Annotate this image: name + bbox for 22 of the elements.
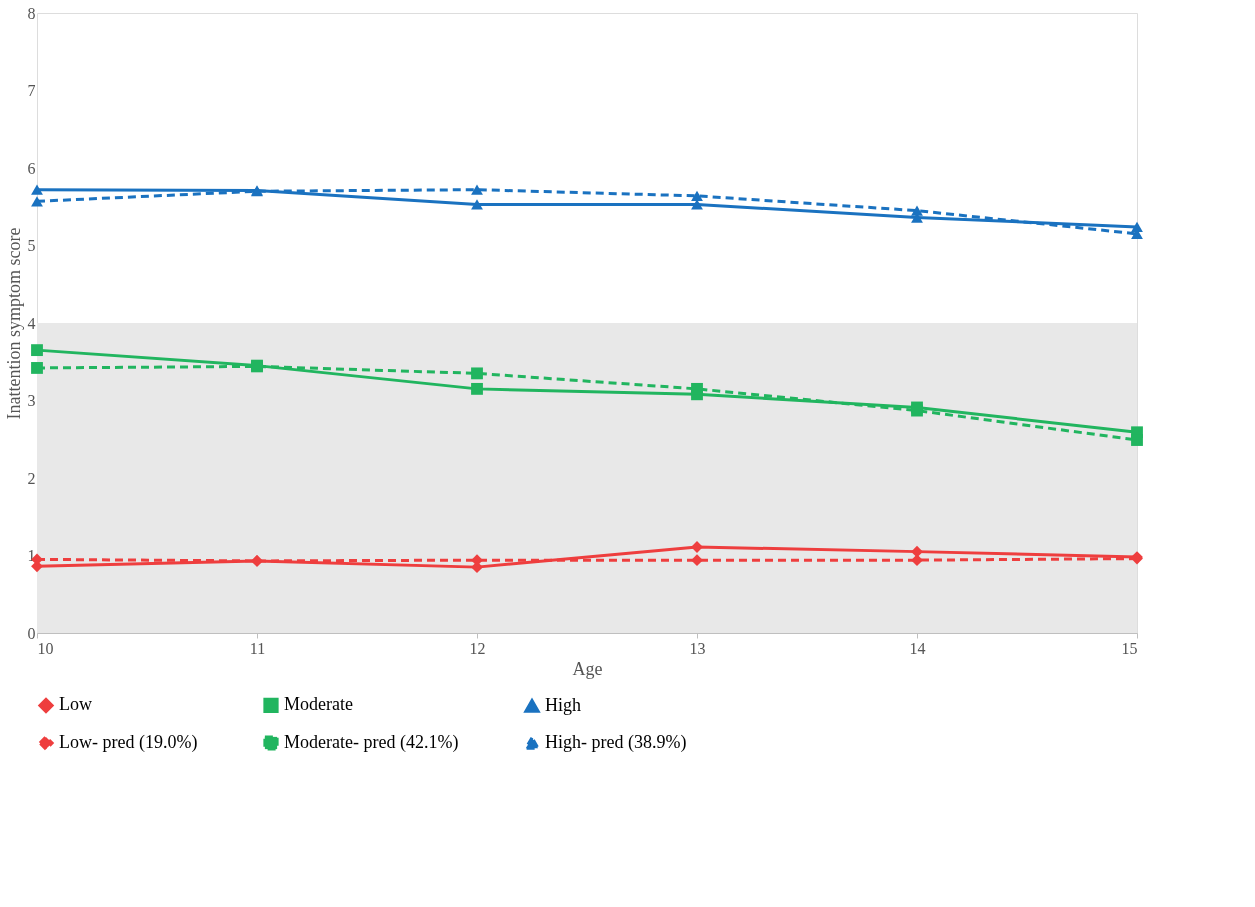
legend-label: High (545, 694, 581, 715)
y-tick-label: 6 (27, 159, 36, 177)
legend-label: High- pred (38.9%) (545, 732, 687, 753)
y-tick-label: 4 (27, 314, 36, 332)
legend-label: Low- pred (19.0%) (59, 732, 198, 753)
legend-label: Moderate- pred (42.1%) (284, 732, 459, 753)
y-tick-label: 2 (27, 469, 36, 487)
y-tick-label: 5 (27, 237, 36, 254)
x-tick-label: 10 (37, 639, 54, 657)
y-axis-title: Inattention symptom score (3, 227, 24, 420)
x-tick-label: 14 (909, 639, 926, 657)
y-tick-label: 0 (27, 624, 36, 642)
x-tick-label: 12 (469, 639, 486, 657)
x-tick-label: 15 (1121, 639, 1138, 657)
y-tick-label: 3 (27, 392, 36, 409)
legend-label: Moderate (284, 694, 353, 715)
y-tick-label: 8 (27, 4, 36, 22)
x-axis-title: Age (572, 658, 603, 679)
y-tick-label: 7 (27, 82, 36, 99)
x-tick-label: 13 (689, 639, 706, 657)
legend-label: Low (59, 694, 92, 715)
x-tick-label: 11 (249, 639, 266, 657)
